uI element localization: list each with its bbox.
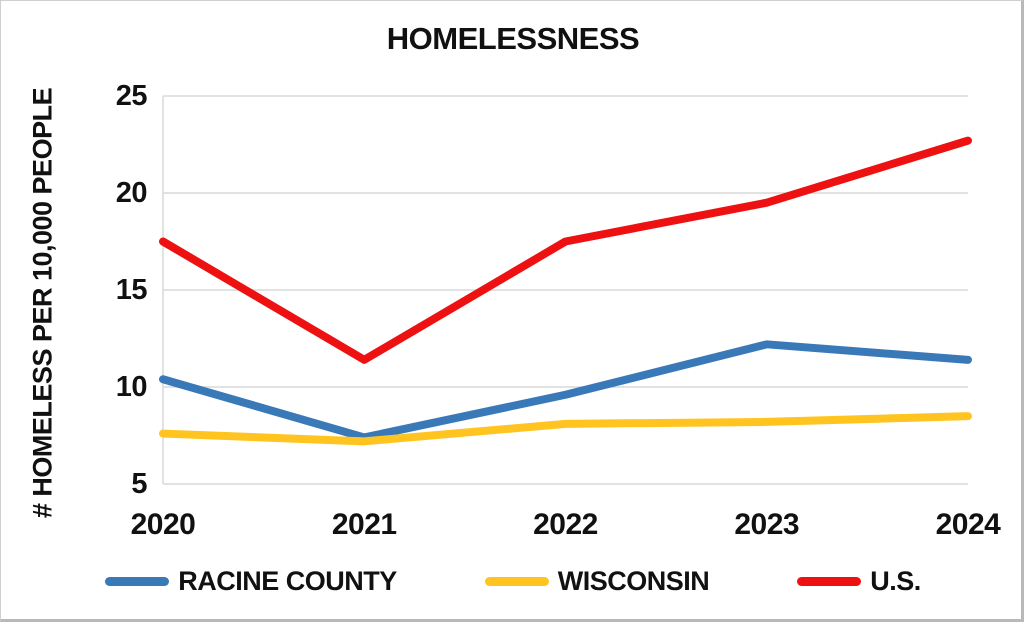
legend-line-swatch-icon: [797, 576, 862, 586]
x-tick-label: 2022: [533, 508, 598, 541]
legend-item-wisconsin: WISCONSIN: [484, 565, 710, 597]
legend-item-racine-county: RACINE COUNTY: [105, 566, 397, 597]
x-tick-label: 2020: [130, 508, 196, 541]
legend-label: RACINE COUNTY: [178, 565, 397, 596]
series-line-wisconsin: [159, 412, 972, 446]
legend-line-swatch-icon: [105, 576, 170, 586]
series-line-u-s-: [159, 136, 972, 364]
y-tick-label: 5: [131, 468, 147, 500]
legend-line-swatch-icon: [484, 576, 549, 586]
chart-legend: RACINE COUNTY WISCONSIN U.S.: [1, 559, 1021, 603]
x-tick-label: 2023: [734, 508, 800, 541]
y-tick-label: 15: [115, 274, 148, 306]
y-tick-label: 10: [115, 371, 148, 403]
chart-title: HOMELESSNESS: [386, 21, 640, 56]
legend-label: WISCONSIN: [557, 565, 710, 596]
x-tick-label: 2024: [935, 508, 1001, 541]
legend-item-u-s-: U.S.: [797, 566, 921, 597]
legend-label: U.S.: [870, 565, 921, 596]
x-tick-label: 2021: [331, 508, 397, 541]
series-line-racine-county: [159, 340, 972, 442]
y-tick-label: 25: [115, 80, 148, 112]
y-tick-label: 20: [115, 177, 148, 209]
